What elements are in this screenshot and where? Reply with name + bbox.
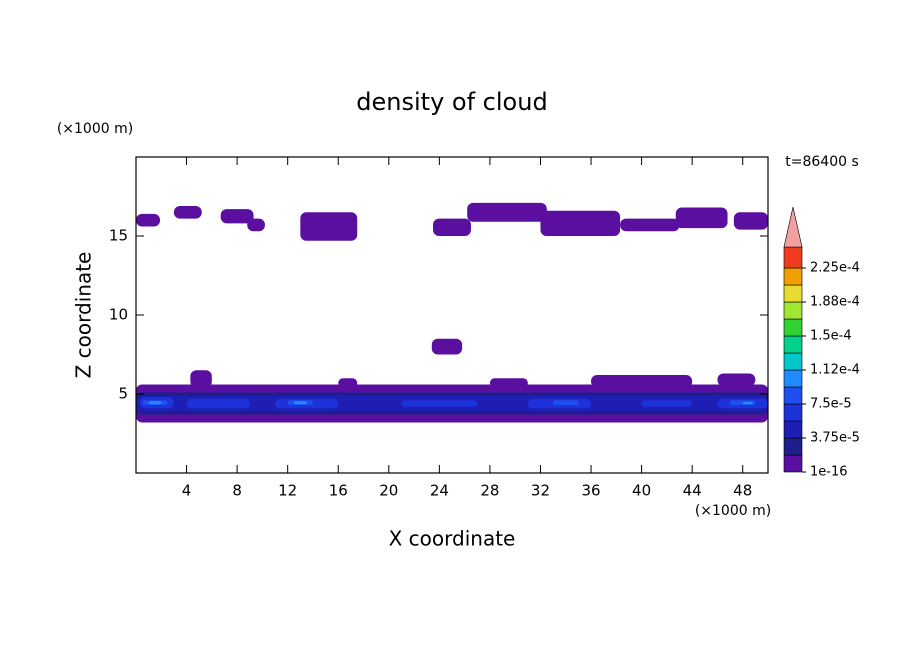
y-tick-label: 5 [118,385,128,403]
x-tick-label: 16 [329,482,348,500]
contour-region [742,401,753,405]
colorbar-tick-label: 1e-16 [810,465,848,480]
colorbar-tick-label: 2.25e-4 [810,261,860,276]
contour-region [717,373,756,387]
contour-region [431,338,463,355]
x-tick-label: 36 [581,482,600,500]
colorbar-band [783,267,803,286]
x-tick-label: 40 [632,482,651,500]
contour-region [467,202,547,222]
colorbar-tick-label: 1.88e-4 [810,295,860,310]
colorbar-tick-label: 1.12e-4 [810,363,860,378]
x-tick-label: 8 [232,482,242,500]
y-axis-title: Z coordinate [72,252,96,379]
x-tick-label: 48 [733,482,752,500]
contour-region [294,401,307,405]
contour-region [136,213,161,227]
contour-region [247,218,265,232]
contour-region [620,218,680,232]
contour-region [173,205,202,219]
colorbar-over [783,206,803,248]
time-label: t=86400 s [785,154,859,170]
x-tick-label: 24 [430,482,449,500]
contour-region [338,378,358,388]
colorbar-band [783,420,803,439]
contour-region [641,400,693,407]
colorbar-tick-label: 7.5e-5 [810,397,852,412]
colorbar-band [783,454,803,473]
contour-region [220,209,254,224]
x-axis-title: X coordinate [389,527,516,551]
x-tick-label: 20 [379,482,398,500]
plot-frame [135,156,769,474]
contour-region [401,400,478,407]
contour-region [553,400,579,406]
x-tick-label: 32 [531,482,550,500]
x-tick-label: 44 [683,482,702,500]
chart-title: density of cloud [356,88,547,116]
contour-region [148,401,162,405]
x-tick-label: 28 [480,482,499,500]
colorbar-band [783,403,803,422]
contour-region [186,398,250,409]
x-tick-label: 4 [182,482,192,500]
contour-region [675,207,728,229]
y-tick-label: 15 [109,227,128,245]
x-tick-label: 12 [278,482,297,500]
colorbar-band [783,386,803,405]
colorbar-band [783,352,803,371]
contour-region [489,378,528,388]
contour-region [591,375,693,388]
colorbar-band [783,335,803,354]
x-unit-label: (×1000 m) [695,503,771,519]
colorbar-band [783,369,803,388]
contour-region [300,212,358,241]
colorbar-band [783,318,803,337]
colorbar-band [783,246,803,269]
colorbar-band [783,437,803,456]
colorbar-band [783,301,803,320]
contour-region [190,370,212,388]
y-tick-label: 10 [109,306,128,324]
colorbar-tick-label: 3.75e-5 [810,431,860,446]
colorbar-tick-label: 1.5e-4 [810,329,852,344]
contour-region [733,212,768,230]
y-unit-label: (×1000 m) [57,121,133,137]
contour-region [540,210,621,236]
contour-region [433,218,471,236]
colorbar-band [783,284,803,303]
